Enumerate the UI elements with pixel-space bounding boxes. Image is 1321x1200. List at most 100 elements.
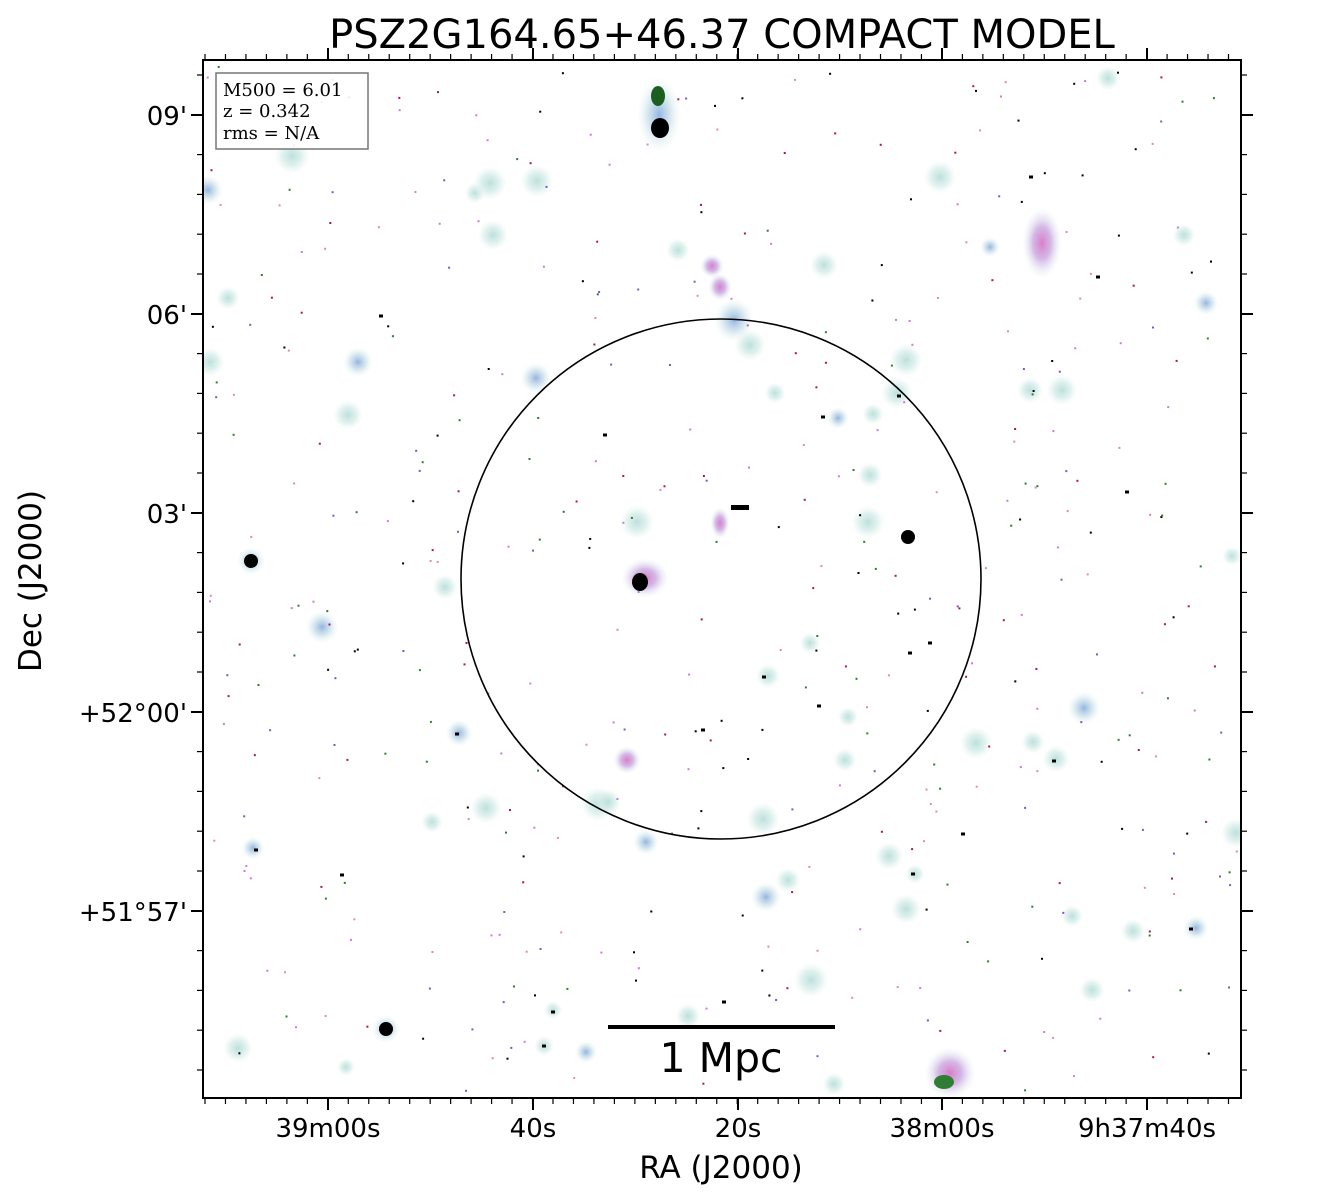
noise-speck	[1022, 368, 1025, 370]
noise-speck	[988, 745, 991, 748]
noise-speck	[1073, 82, 1076, 85]
noise-speck	[594, 317, 597, 319]
noise-speck	[971, 662, 973, 665]
faint-source	[619, 504, 655, 540]
noise-speck	[293, 654, 296, 657]
noise-speck	[622, 521, 625, 524]
noise-speck	[1152, 326, 1154, 329]
compact-source-core	[1125, 490, 1129, 494]
noise-speck	[387, 325, 390, 328]
noise-speck	[694, 730, 697, 733]
noise-speck	[720, 719, 723, 722]
compact-source-core	[340, 873, 344, 877]
noise-speck	[215, 396, 218, 399]
noise-speck	[429, 720, 432, 723]
noise-speck	[1160, 516, 1163, 518]
source-right-dot	[901, 530, 915, 544]
noise-speck	[534, 994, 536, 997]
noise-speck	[1086, 573, 1089, 576]
noise-speck	[766, 229, 769, 232]
noise-speck	[1176, 226, 1179, 229]
noise-speck	[812, 587, 815, 590]
noise-speck	[890, 364, 893, 367]
noise-speck	[761, 969, 764, 972]
noise-speck	[709, 739, 712, 742]
noise-speck	[343, 881, 346, 884]
noise-speck	[503, 911, 506, 913]
plot-title: PSZ2G164.65+46.37 COMPACT MODEL	[329, 12, 1115, 58]
info-box-frame	[215, 72, 369, 150]
noise-speck	[412, 500, 415, 503]
noise-speck	[984, 567, 987, 570]
noise-speck	[659, 488, 662, 491]
noise-speck	[334, 677, 337, 680]
source-magenta-topright	[1022, 207, 1062, 279]
scale-bar-label: 1 Mpc	[659, 1034, 782, 1082]
noise-speck	[402, 650, 405, 652]
x-tick-label: 40s	[510, 1114, 557, 1144]
noise-speck	[650, 910, 653, 913]
noise-speck	[243, 815, 246, 818]
noise-speck	[612, 721, 615, 724]
noise-speck	[1160, 120, 1163, 123]
noise-speck	[702, 1082, 705, 1085]
faint-source	[420, 810, 444, 834]
noise-speck	[700, 211, 703, 214]
noise-speck	[926, 1019, 929, 1022]
noise-speck	[213, 839, 216, 842]
noise-speck	[593, 343, 596, 346]
noise-speck	[332, 514, 335, 517]
noise-speck	[318, 442, 321, 445]
noise-speck	[1181, 100, 1184, 103]
noise-speck	[525, 950, 528, 953]
noise-speck	[933, 763, 936, 766]
noise-speck	[386, 520, 389, 523]
noise-speck	[217, 66, 220, 68]
noise-speck	[529, 682, 532, 685]
noise-speck	[458, 419, 461, 422]
faint-source	[1095, 65, 1121, 91]
noise-speck	[1041, 957, 1043, 960]
noise-speck	[523, 1040, 526, 1043]
noise-speck	[998, 195, 1001, 198]
scale-bar: 1 Mpc	[608, 1025, 835, 1082]
noise-speck	[935, 491, 938, 494]
faint-source	[857, 462, 883, 488]
noise-speck	[700, 810, 703, 813]
noise-speck	[929, 597, 931, 600]
noise-speck	[1164, 482, 1167, 485]
faint-source	[1060, 904, 1084, 928]
noise-speck	[1052, 1036, 1055, 1039]
noise-speck	[270, 296, 273, 299]
noise-speck	[498, 933, 501, 936]
noise-speck	[705, 479, 708, 482]
noise-speck	[1058, 370, 1061, 373]
noise-speck	[1117, 738, 1120, 741]
faint-source	[1120, 918, 1146, 944]
x-axis-label: RA (J2000)	[639, 1150, 803, 1186]
noise-speck	[556, 836, 559, 839]
noise-speck	[1019, 518, 1022, 521]
noise-speck	[1148, 930, 1151, 933]
noise-speck	[1193, 709, 1196, 712]
noise-speck	[1210, 260, 1212, 263]
noise-speck	[1148, 934, 1151, 937]
noise-speck	[1043, 172, 1046, 175]
noise-speck	[1141, 691, 1144, 694]
y-tick-label: +51°57'	[79, 898, 187, 928]
noise-speck	[529, 162, 532, 165]
noise-speck	[510, 1046, 513, 1049]
noise-speck	[585, 743, 588, 746]
noise-speck	[633, 951, 635, 954]
compact-source-core	[961, 832, 965, 836]
faint-source	[1046, 374, 1078, 406]
y-tick-label: 06'	[147, 301, 187, 331]
compact-source-core	[379, 314, 383, 318]
faint-source	[342, 346, 374, 378]
noise-speck	[820, 565, 823, 568]
noise-speck	[436, 434, 439, 437]
noise-speck	[209, 594, 212, 597]
source-chain-1	[700, 254, 724, 278]
noise-speck	[1034, 486, 1037, 489]
noise-speck	[1175, 359, 1178, 362]
